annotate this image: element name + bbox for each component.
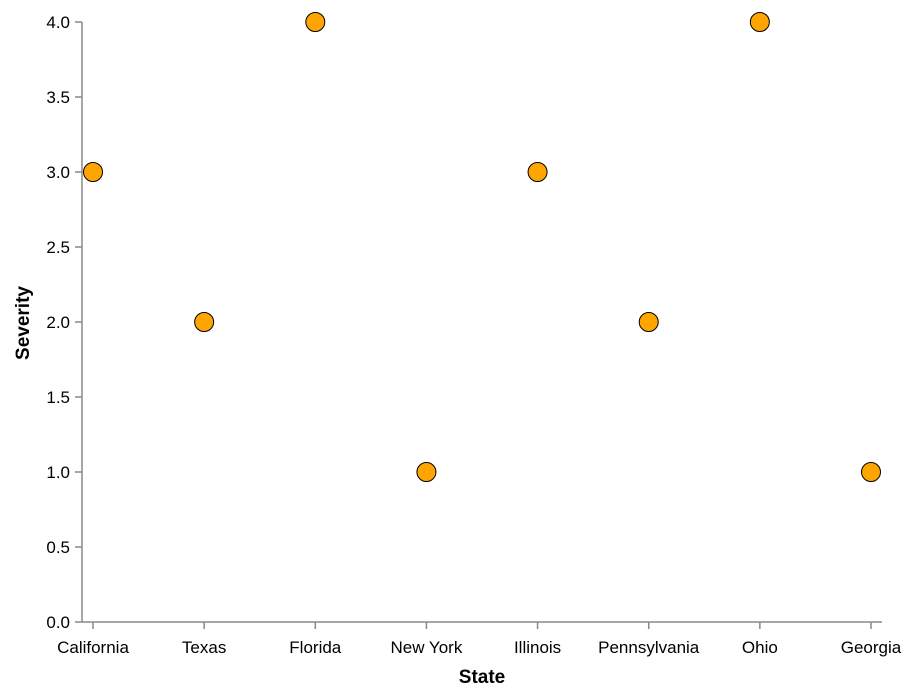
data-point <box>194 312 215 332</box>
x-tick-label: Pennsylvania <box>598 638 700 657</box>
y-tick-label: 1.5 <box>46 388 70 407</box>
y-tick-label: 1.0 <box>46 463 70 482</box>
x-tick-label: Illinois <box>514 638 561 657</box>
x-axis: California Texas Florida New York Illinois Pe… <box>57 621 902 657</box>
y-tick-label: 0.0 <box>46 613 70 632</box>
data-point <box>861 462 881 482</box>
data-point <box>416 462 437 482</box>
y-axis: 0.0 0.5 1.0 1.5 2.0 2.5 3.0 3.5 4.0 <box>46 13 83 632</box>
x-tick-label: New York <box>391 638 463 657</box>
y-tick-label: 2.5 <box>46 238 70 257</box>
x-axis-title: State <box>459 667 505 688</box>
data-point <box>638 312 659 332</box>
data-points <box>83 12 881 482</box>
data-point <box>527 162 548 182</box>
x-tick-label: Georgia <box>841 638 902 657</box>
x-tick-label: Texas <box>182 638 226 657</box>
y-axis-title: Severity <box>13 286 34 360</box>
x-tick-label: California <box>57 638 129 657</box>
data-point <box>305 12 326 32</box>
x-tick-label: Ohio <box>742 638 778 657</box>
y-tick-label: 3.0 <box>46 163 70 182</box>
data-point <box>83 162 103 182</box>
y-tick-label: 3.5 <box>46 88 70 107</box>
data-point <box>749 12 770 32</box>
y-tick-label: 4.0 <box>46 13 70 32</box>
y-tick-label: 0.5 <box>46 538 70 557</box>
x-tick-label: Florida <box>289 638 342 657</box>
y-tick-label: 2.0 <box>46 313 70 332</box>
